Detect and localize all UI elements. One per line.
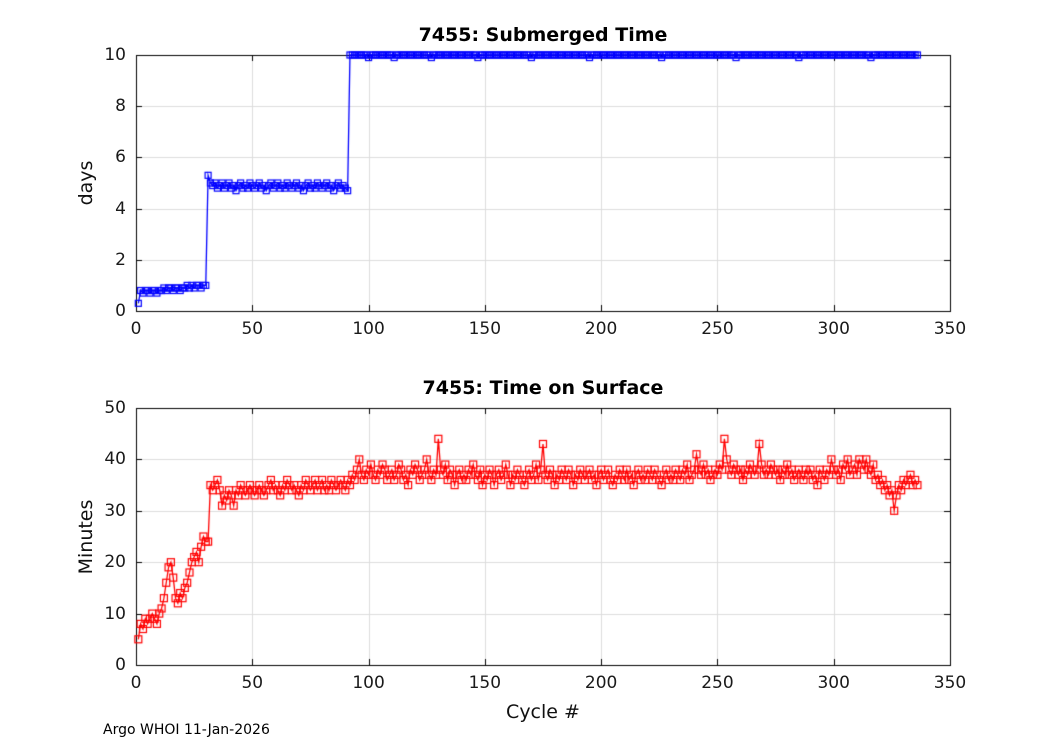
x-axis-label-cycle: Cycle # bbox=[506, 701, 580, 723]
x-tick-label: 100 bbox=[352, 319, 385, 339]
x-tick-label: 200 bbox=[584, 673, 618, 693]
x-tick-label: 150 bbox=[468, 319, 502, 339]
y-tick-label: 8 bbox=[115, 96, 126, 117]
x-tick-label: 50 bbox=[241, 673, 264, 693]
x-tick-label: 50 bbox=[241, 319, 264, 339]
y-tick-label: 2 bbox=[115, 249, 126, 270]
y-tick-label: 0 bbox=[115, 301, 126, 321]
x-tick-label: 300 bbox=[817, 673, 850, 693]
x-tick-label: 0 bbox=[130, 673, 142, 693]
x-tick-label: 150 bbox=[468, 673, 502, 693]
footer-annotation: Argo WHOI 11-Jan-2026 bbox=[103, 722, 270, 738]
x-tick-label: 0 bbox=[130, 319, 142, 339]
y-tick-label: 4 bbox=[115, 198, 126, 219]
x-tick-label: 200 bbox=[584, 319, 618, 339]
y-tick-label: 20 bbox=[104, 552, 126, 573]
y-tick-label: 10 bbox=[104, 45, 126, 65]
y-tick-label: 30 bbox=[104, 500, 126, 521]
x-tick-label: 300 bbox=[817, 319, 850, 339]
y-tick-label: 0 bbox=[115, 655, 126, 675]
y-tick-label: 40 bbox=[104, 449, 126, 470]
x-tick-label: 250 bbox=[701, 673, 734, 693]
x-tick-label: 100 bbox=[352, 673, 385, 693]
y-tick-label: 50 bbox=[104, 398, 126, 418]
y-tick-label: 6 bbox=[115, 147, 126, 168]
y-tick-label: 10 bbox=[104, 603, 126, 624]
chart-title-time-on-surface: 7455: Time on Surface bbox=[422, 377, 664, 399]
x-tick-label: 350 bbox=[933, 319, 967, 339]
chart-title-submerged-time: 7455: Submerged Time bbox=[418, 24, 668, 46]
x-tick-label: 350 bbox=[933, 673, 967, 693]
x-tick-label: 250 bbox=[701, 319, 734, 339]
